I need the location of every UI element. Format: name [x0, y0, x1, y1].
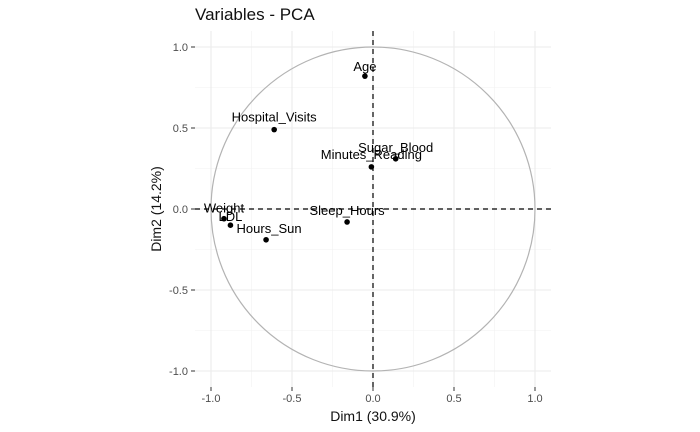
- data-point: [221, 215, 227, 222]
- point-labels: Age Hospital_Visits Sugar_BloodMinutes_Rea…: [204, 59, 433, 236]
- y-tick-label: -0.5: [169, 285, 188, 297]
- point-label: Sugar_Blood: [358, 140, 433, 155]
- point-label: Age: [353, 59, 376, 74]
- data-point: [263, 236, 269, 243]
- x-tick-label: -1.0: [202, 393, 221, 405]
- data-point: [368, 164, 375, 170]
- data-points: [221, 73, 399, 243]
- y-tick-label: -1.0: [169, 366, 188, 378]
- data-point: [227, 222, 234, 228]
- y-axis-title: Dim2 (14.2%): [148, 166, 164, 252]
- x-tick-label: 0.5: [446, 393, 461, 405]
- y-tick-label: 0.0: [173, 204, 188, 216]
- chart-title: Variables - PCA: [195, 5, 315, 24]
- point-label: LDL: [219, 209, 243, 224]
- y-tick-label: 1.0: [173, 42, 188, 54]
- x-tick-label: -0.5: [283, 393, 302, 405]
- point-label: Minutes_Reading: [321, 147, 422, 162]
- x-tick-label: 0.0: [365, 393, 380, 405]
- point-label: Hospital_Visits: [232, 110, 318, 125]
- point-label: Sleep_Hours: [310, 203, 386, 218]
- correlation-circle-layer: [210, 46, 536, 372]
- point-label: Weight: [204, 201, 245, 216]
- data-point: [344, 219, 350, 225]
- x-axis-title: Dim1 (30.9%): [330, 408, 416, 424]
- data-point: [362, 73, 368, 79]
- data-point: [392, 155, 399, 162]
- data-point: [271, 126, 277, 133]
- point-label: Hours_Sun: [237, 221, 302, 236]
- correlation-circle: [210, 46, 536, 372]
- y-tick-label: 0.5: [173, 123, 188, 135]
- axes: -1.0 -0.5 0.0 0.5 1.0 -1.0 -0.5 0.0 0.5 1.0: [169, 42, 543, 405]
- x-tick-label: 1.0: [527, 393, 542, 405]
